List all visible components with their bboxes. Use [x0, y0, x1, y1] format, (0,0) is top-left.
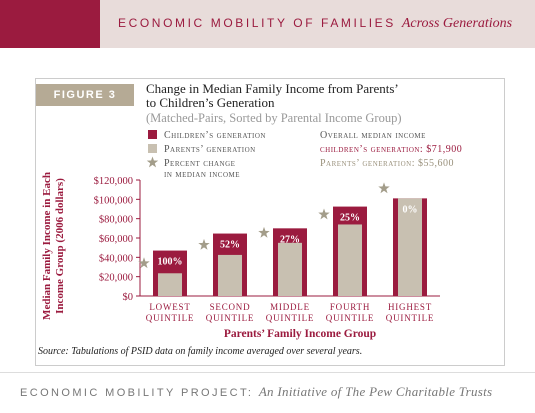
star-marker — [378, 182, 390, 194]
bar — [338, 224, 362, 296]
x-tick-label: MIDDLE QUINTILE — [266, 302, 314, 323]
x-tick-label: SECOND QUINTILE — [206, 302, 254, 323]
y-tick-label: $100,000 — [94, 195, 133, 206]
x-tick-label-line: SECOND — [210, 302, 251, 312]
header-title: ECONOMIC MOBILITY OF FAMILIES Across Gen… — [118, 16, 512, 32]
x-axis-title: Parents’ Family Income Group — [224, 328, 376, 340]
x-tick-label-line: QUINTILE — [206, 313, 254, 323]
x-tick-label-line: QUINTILE — [146, 313, 194, 323]
header-title: ECONOMIC MOBILITY OF FAMILIES — [118, 16, 396, 30]
figure-box — [35, 78, 505, 366]
x-tick-label-line: QUINTILE — [326, 313, 374, 323]
legend-star — [146, 156, 159, 168]
header-band — [100, 0, 535, 48]
legend-label: Percent change in median income — [164, 158, 240, 180]
x-tick-label-line: QUINTILE — [386, 313, 434, 323]
x-tick-label: FOURTH QUINTILE — [326, 302, 374, 323]
value-label: 27% — [280, 234, 300, 245]
legend-label: Children’s generation — [164, 130, 266, 141]
legend-label: Parents’ generation — [164, 144, 256, 155]
chart-subtitle: (Matched-Pairs, Sorted by Parental Incom… — [146, 111, 402, 125]
y-tick-label: $60,000 — [99, 234, 133, 245]
y-tick-label: $20,000 — [99, 273, 133, 284]
overall-parents: Parents’ generation: $55,600 — [320, 158, 454, 169]
footer-title: ECONOMIC MOBILITY PROJECT: — [20, 387, 254, 399]
star-marker — [138, 257, 150, 269]
star-marker — [198, 238, 210, 250]
source: Source: Tabulations of PSID data on fami… — [38, 346, 363, 357]
value-label: 0% — [403, 204, 418, 215]
bar — [398, 198, 422, 296]
footer-subtitle: An Initiative of The Pew Charitable Trus… — [258, 384, 493, 399]
y-axis-title-line: Median Family Income in Each — [41, 172, 53, 320]
bar — [218, 254, 242, 296]
y-axis-title: Median Family Income in EachIncome Group… — [41, 172, 66, 320]
value-label: 100% — [158, 257, 183, 268]
y-tick-label: $120,000 — [94, 176, 133, 187]
x-tick-label-line: HIGHEST — [388, 302, 432, 312]
bar — [278, 242, 302, 296]
y-axis-title-line: Income Group (2006 dollars) — [54, 178, 66, 314]
legend-swatch — [148, 144, 157, 153]
x-tick-label-line: LOWEST — [149, 302, 190, 312]
value-label: 25% — [340, 213, 360, 224]
footer-rule — [0, 372, 535, 373]
x-tick-label: HIGHEST QUINTILE — [386, 302, 434, 323]
x-tick-label-line: FOURTH — [330, 302, 370, 312]
y-tick-label: $0 — [123, 292, 134, 303]
legend-label-line: in median income — [164, 169, 240, 180]
footer: ECONOMIC MOBILITY PROJECT: An Initiative… — [20, 384, 492, 400]
overall-children: children’s generation: $71,900 — [320, 144, 463, 155]
x-tick-label-line: MIDDLE — [270, 302, 310, 312]
star-marker — [318, 208, 330, 220]
legend-swatch — [148, 130, 157, 139]
x-tick-label: LOWEST QUINTILE — [146, 302, 194, 323]
x-tick-label-line: QUINTILE — [266, 313, 314, 323]
header-subtitle: Across Generations — [401, 16, 513, 31]
chart-title: Change in Median Family Income from Pare… — [146, 81, 398, 110]
y-tick-label: $40,000 — [99, 253, 133, 264]
header-block — [0, 0, 100, 48]
figure-label: FIGURE 3 — [36, 84, 134, 106]
bar — [158, 273, 182, 296]
star-marker — [258, 226, 270, 238]
value-label: 52% — [220, 240, 240, 251]
legend-label-line: Percent change — [164, 158, 235, 169]
y-tick-label: $80,000 — [99, 215, 133, 226]
overall-title: Overall median income — [320, 130, 426, 141]
